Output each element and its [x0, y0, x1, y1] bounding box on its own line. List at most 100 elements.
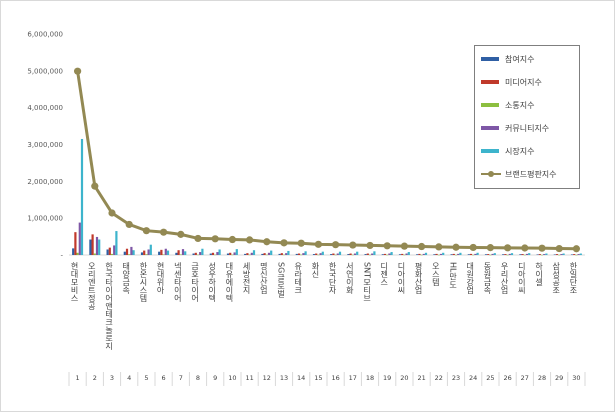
bar-소통지수: [454, 254, 458, 256]
bar-시장지수: [338, 251, 342, 255]
bar-커뮤니티지수: [181, 249, 185, 255]
bar-커뮤니티지수: [508, 253, 511, 255]
category-label: 세방전지: [242, 262, 251, 295]
bar-소통지수: [179, 254, 182, 255]
bar-참여지수: [347, 254, 350, 255]
bar-미디어지수: [315, 253, 318, 255]
legend-dot-marker: [488, 171, 494, 177]
bar-소통지수: [368, 254, 372, 256]
legend-swatch: [481, 149, 499, 153]
bar-시장지수: [115, 231, 118, 255]
bar-시장지수: [304, 251, 307, 255]
bar-미디어지수: [418, 253, 421, 255]
legend-label: 시장지수: [505, 146, 535, 156]
bar-시장지수: [356, 251, 359, 255]
bar-미디어지수: [125, 248, 129, 255]
category-label: 평화산업: [414, 261, 423, 294]
legend-item: 브랜드평판지수: [481, 168, 557, 180]
rank-number: 10: [228, 374, 236, 382]
category-label: 대유에이텍: [225, 262, 234, 303]
rank-number: 30: [572, 374, 580, 382]
line-point: [418, 242, 426, 251]
rank-number: 25: [486, 374, 494, 382]
bar-커뮤니티지수: [113, 245, 116, 255]
bar-커뮤니티지수: [577, 254, 580, 255]
bar-참여지수: [364, 254, 367, 255]
category-label: 삼성공조: [551, 261, 560, 294]
bar-미디어지수: [263, 253, 266, 255]
line-point: [452, 243, 460, 251]
bar-미디어지수: [229, 252, 232, 255]
bar-참여지수: [433, 254, 436, 255]
bar-미디어지수: [108, 247, 111, 255]
legend-label: 소통지수: [505, 100, 535, 110]
category-label: 성우하이텍: [207, 262, 216, 303]
bar-시장지수: [510, 253, 514, 255]
rank-number: 29: [555, 374, 563, 382]
bar-소통지수: [128, 254, 131, 255]
bar-미디어지수: [280, 253, 283, 255]
line-point: [142, 227, 150, 235]
bar-참여지수: [140, 252, 144, 255]
bar-커뮤니티지수: [543, 254, 546, 255]
line-point: [177, 230, 185, 238]
bar-소통지수: [196, 254, 200, 256]
line-point: [108, 209, 116, 217]
line-point: [538, 244, 546, 252]
bar-미디어지수: [74, 232, 77, 255]
bar-커뮤니티지수: [250, 252, 253, 255]
bar-커뮤니티지수: [353, 253, 357, 255]
bar-참여지수: [89, 239, 92, 255]
bar-소통지수: [300, 254, 303, 256]
bar-참여지수: [570, 254, 574, 255]
rank-number: 20: [400, 374, 408, 382]
category-label: 한국타이어앤테크놀로지: [104, 262, 113, 351]
line-point: [521, 244, 529, 252]
bar-참여지수: [502, 254, 505, 255]
bar-참여지수: [416, 254, 419, 255]
bar-시장지수: [218, 249, 221, 255]
bar-미디어지수: [297, 253, 301, 255]
bar-소통지수: [575, 254, 578, 256]
category-label: 현대위아: [156, 262, 165, 295]
category-label: 서연이화: [345, 262, 354, 295]
bar-커뮤니티지수: [439, 253, 443, 255]
bar-시장지수: [98, 239, 101, 255]
bar-소통지수: [540, 254, 544, 256]
bar-참여지수: [536, 254, 539, 255]
line-point: [469, 243, 477, 252]
category-label: SG글로벌: [277, 262, 286, 297]
bar-커뮤니티지수: [130, 246, 133, 255]
bar-소통지수: [472, 254, 475, 256]
bar-미디어지수: [160, 249, 163, 255]
bar-참여지수: [192, 253, 195, 255]
legend-label: 커뮤니티지수: [505, 123, 550, 133]
bar-참여지수: [244, 253, 247, 255]
line-point: [194, 234, 202, 243]
bar-참여지수: [295, 253, 298, 255]
bar-커뮤니티지수: [267, 252, 271, 255]
legend-label: 참여지수: [505, 54, 535, 64]
rank-number: 9: [213, 374, 217, 382]
bar-소통지수: [403, 254, 406, 256]
bar-시장지수: [373, 251, 376, 255]
line-point: [228, 235, 236, 244]
bar-커뮤니티지수: [457, 253, 460, 255]
category-label: 대원강업: [465, 262, 474, 294]
rank-number: 27: [521, 374, 529, 382]
bar-소통지수: [231, 254, 234, 256]
bar-시장지수: [442, 252, 445, 255]
bar-참여지수: [312, 254, 316, 255]
rank-number: 2: [93, 374, 97, 382]
rank-number: 5: [144, 374, 148, 382]
bar-커뮤니티지수: [147, 249, 150, 255]
bar-커뮤니티지수: [233, 252, 236, 255]
legend-swatch: [481, 80, 499, 84]
bar-참여지수: [330, 254, 333, 255]
line-point: [435, 243, 443, 251]
line-point: [314, 240, 322, 248]
bar-미디어지수: [401, 253, 404, 255]
bar-미디어지수: [177, 250, 180, 255]
bar-커뮤니티지수: [388, 253, 391, 255]
